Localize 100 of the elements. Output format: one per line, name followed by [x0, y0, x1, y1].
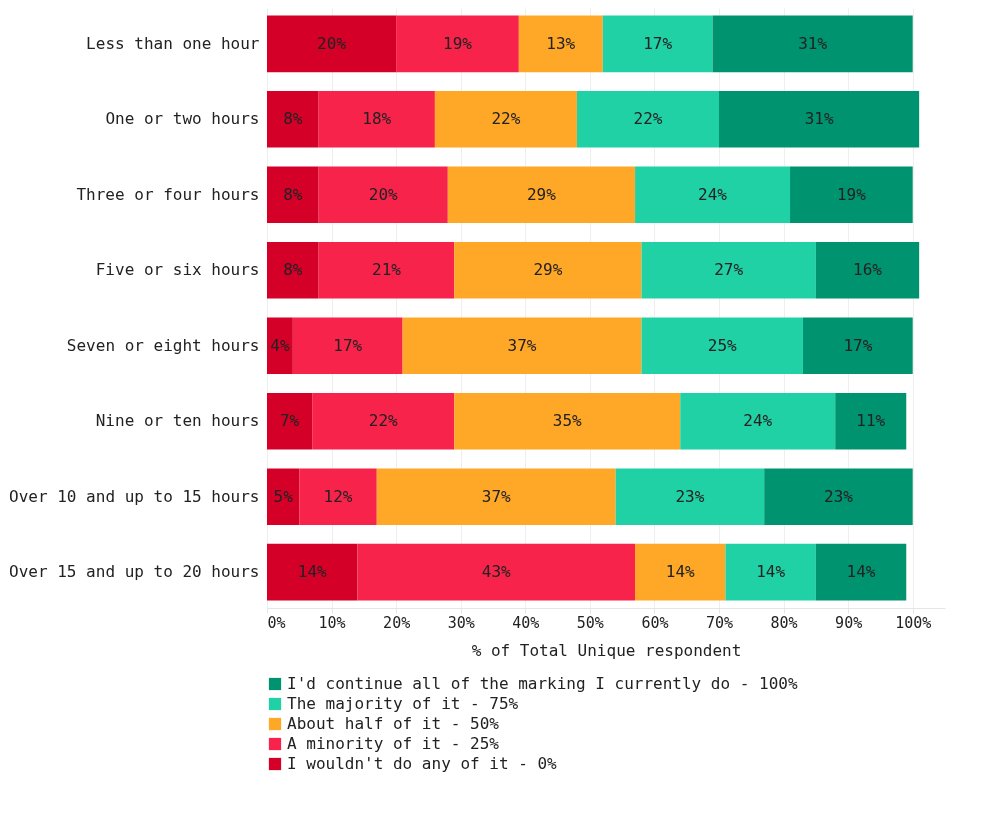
data-label: 8% — [283, 184, 303, 204]
x-tick-label: 100% — [895, 613, 932, 632]
bar — [299, 468, 377, 525]
data-label: 8% — [283, 109, 303, 129]
bar — [318, 241, 455, 299]
y-tick-label: Seven or eight hours — [66, 335, 260, 355]
data-label: 17% — [843, 335, 873, 355]
bar — [454, 241, 642, 299]
data-label: 24% — [743, 411, 773, 431]
data-label: 14% — [756, 562, 786, 582]
x-tick-label: 10% — [318, 613, 346, 632]
data-label: 29% — [526, 184, 557, 204]
bar — [318, 91, 435, 148]
bar — [267, 166, 319, 224]
bar — [680, 392, 836, 450]
y-tick-label: Over 15 and up to 20 hours — [9, 562, 260, 582]
data-label: 5% — [273, 486, 294, 506]
x-tick-label: 40% — [512, 613, 540, 632]
y-tick-label: Less than one hour — [86, 33, 260, 53]
x-tick-label: 80% — [770, 613, 798, 632]
bar — [267, 91, 319, 148]
bar — [576, 91, 719, 148]
data-label: 14% — [846, 562, 876, 582]
y-tick-label: Over 10 and up to 15 hours — [9, 486, 260, 506]
bar — [396, 15, 519, 73]
bar — [267, 15, 397, 73]
bar — [641, 241, 816, 299]
legend-label: I wouldn't do any of it - 0% — [287, 754, 558, 773]
data-label: 14% — [297, 562, 328, 582]
bar — [815, 543, 907, 601]
bar — [518, 15, 603, 73]
data-label: 29% — [533, 260, 563, 280]
bar — [376, 468, 616, 525]
data-label: 17% — [333, 335, 363, 355]
data-label: 8% — [283, 260, 303, 280]
data-label: 4% — [270, 335, 290, 355]
bar — [635, 166, 791, 224]
bar — [641, 317, 803, 375]
bar — [712, 15, 913, 73]
bar — [447, 166, 636, 224]
data-label: 18% — [362, 109, 392, 129]
bar — [635, 543, 726, 601]
x-tick-label: 50% — [576, 613, 604, 632]
bar — [267, 241, 319, 299]
data-label: 20% — [368, 184, 399, 204]
data-label: 27% — [714, 260, 744, 280]
x-tick-label: 70% — [705, 613, 734, 632]
data-label: 22% — [491, 109, 521, 129]
data-label: 22% — [368, 411, 399, 431]
bar — [615, 468, 765, 525]
data-label: 12% — [323, 486, 353, 506]
legend-label: I'd continue all of the marking I currently do - 100% — [287, 674, 798, 693]
bar — [318, 166, 448, 224]
data-label: 13% — [546, 33, 576, 53]
data-label: 23% — [675, 486, 705, 506]
x-tick-label: 20% — [383, 613, 411, 632]
bar — [267, 317, 293, 375]
data-label: 31% — [798, 33, 828, 53]
data-label: 37% — [507, 335, 537, 355]
data-label: 16% — [853, 260, 883, 280]
bar — [815, 241, 920, 299]
x-tick-label: 30% — [447, 613, 475, 632]
data-label: 23% — [824, 486, 854, 506]
legend-label: About half of it - 50% — [287, 714, 500, 733]
bar — [719, 91, 920, 148]
bar — [454, 392, 681, 450]
data-label: 14% — [665, 562, 696, 582]
data-label: 19% — [836, 184, 867, 204]
bar — [267, 543, 358, 601]
bar — [312, 392, 455, 450]
data-label: 20% — [317, 33, 347, 53]
bar — [357, 543, 636, 601]
data-label: 19% — [443, 33, 473, 53]
bar — [602, 15, 713, 73]
y-tick-label: One or two hours — [105, 109, 260, 129]
bar — [835, 392, 907, 450]
data-label: 17% — [643, 33, 673, 53]
bar — [434, 91, 577, 148]
bar — [267, 468, 300, 525]
data-label: 35% — [552, 411, 583, 431]
x-tick-label: 90% — [835, 613, 863, 632]
bar — [292, 317, 403, 375]
data-label: 24% — [698, 184, 728, 204]
data-label: 37% — [481, 486, 512, 506]
x-tick-label: 0% — [267, 613, 286, 632]
data-label: 11% — [856, 411, 886, 431]
bar — [764, 468, 913, 525]
data-label: 25% — [707, 335, 738, 355]
bar — [725, 543, 816, 601]
y-tick-label: Five or six hours — [95, 260, 260, 280]
bar — [402, 317, 642, 375]
bar — [802, 317, 913, 375]
x-axis-title: % of Total Unique respondent — [471, 640, 742, 660]
data-label: 7% — [279, 411, 300, 431]
legend-label: The majority of it - 75% — [287, 694, 519, 713]
bar — [267, 392, 313, 450]
legend-label: A minority of it - 25% — [287, 734, 500, 753]
y-tick-label: Three or four hours — [76, 184, 260, 204]
data-label: 21% — [372, 260, 402, 280]
bar — [790, 166, 913, 224]
